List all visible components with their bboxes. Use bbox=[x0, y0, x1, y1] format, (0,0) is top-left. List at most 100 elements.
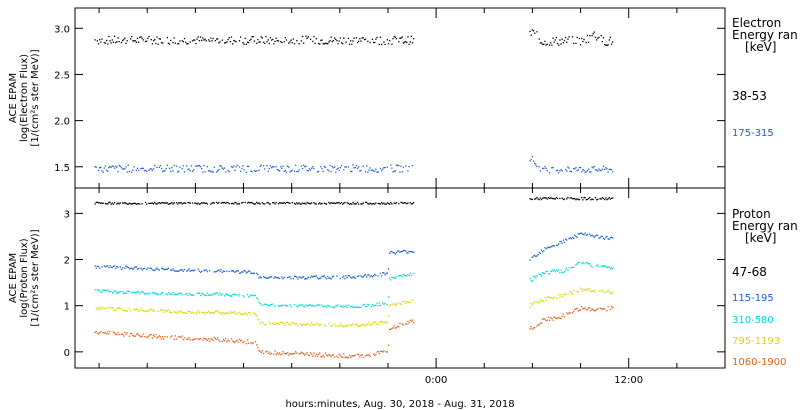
electron-point-1 bbox=[548, 44, 551, 46]
electron-point-2 bbox=[121, 168, 124, 170]
proton-point-5 bbox=[187, 338, 189, 340]
electron-point-2 bbox=[301, 167, 304, 170]
proton-point-2 bbox=[569, 237, 571, 239]
electron-point-2 bbox=[581, 171, 583, 173]
proton-point-5 bbox=[242, 342, 244, 344]
electron-point-2 bbox=[278, 170, 281, 172]
electron-point-1 bbox=[231, 43, 234, 45]
proton-point-3 bbox=[118, 291, 120, 293]
proton-point-5 bbox=[258, 349, 260, 352]
electron-point-2 bbox=[154, 164, 156, 167]
proton-point-2 bbox=[550, 246, 552, 248]
proton-point-2 bbox=[356, 275, 359, 278]
proton-point-3 bbox=[567, 269, 569, 272]
proton-point-2 bbox=[296, 276, 298, 278]
proton-point-4 bbox=[241, 313, 243, 316]
electron-point-2 bbox=[593, 165, 595, 168]
proton-point-5 bbox=[532, 327, 535, 329]
proton-point-1 bbox=[278, 202, 281, 204]
proton-point-5 bbox=[390, 328, 392, 331]
electron-point-1 bbox=[583, 38, 585, 41]
electron-point-1 bbox=[204, 38, 206, 40]
proton-point-3 bbox=[102, 289, 104, 291]
proton-point-5 bbox=[364, 355, 367, 357]
proton-point-3 bbox=[282, 304, 284, 306]
proton-point-5 bbox=[340, 356, 343, 358]
electron-point-1 bbox=[533, 32, 536, 34]
proton-point-2 bbox=[594, 235, 597, 237]
proton-point-4 bbox=[164, 310, 166, 312]
electron-point-1 bbox=[126, 40, 128, 42]
proton-point-2 bbox=[319, 277, 321, 279]
proton-point-1 bbox=[366, 201, 368, 204]
electron-point-2 bbox=[390, 164, 392, 166]
electron-point-1 bbox=[562, 41, 564, 44]
proton-point-5 bbox=[542, 318, 544, 320]
electron-points bbox=[94, 29, 614, 174]
proton-point-2 bbox=[547, 246, 550, 248]
electron-point-1 bbox=[207, 39, 210, 41]
electron-point-2 bbox=[166, 164, 168, 166]
proton-point-2 bbox=[233, 270, 235, 273]
proton-point-1 bbox=[601, 196, 604, 199]
electron-point-1 bbox=[117, 37, 119, 39]
proton-point-5 bbox=[228, 340, 230, 342]
proton-point-2 bbox=[336, 275, 338, 277]
proton-point-2 bbox=[133, 267, 135, 269]
electron-point-2 bbox=[230, 166, 233, 168]
electron-point-2 bbox=[543, 167, 545, 170]
proton-point-4 bbox=[405, 302, 407, 304]
proton-point-4 bbox=[399, 302, 401, 305]
proton-point-4 bbox=[409, 301, 411, 304]
proton-point-5 bbox=[544, 318, 546, 320]
proton-point-3 bbox=[403, 274, 406, 276]
proton-point-2 bbox=[112, 265, 115, 268]
electron-point-2 bbox=[144, 169, 147, 172]
proton-point-3 bbox=[413, 272, 415, 275]
proton-point-5 bbox=[191, 339, 194, 341]
proton-point-4 bbox=[339, 323, 341, 325]
proton-point-2 bbox=[199, 271, 202, 273]
proton-point-2 bbox=[605, 236, 607, 238]
proton-point-1 bbox=[547, 196, 550, 199]
proton-point-2 bbox=[323, 275, 325, 277]
proton-point-5 bbox=[186, 338, 188, 340]
proton-point-2 bbox=[321, 275, 323, 278]
electron-point-2 bbox=[546, 169, 548, 172]
proton-point-5 bbox=[128, 335, 131, 337]
proton-point-5 bbox=[393, 325, 395, 327]
proton-point-3 bbox=[117, 292, 119, 294]
proton-point-1 bbox=[321, 202, 323, 205]
proton-point-5 bbox=[286, 351, 289, 354]
electron-point-1 bbox=[403, 41, 406, 43]
proton-point-5 bbox=[234, 341, 236, 344]
proton-point-5 bbox=[188, 337, 190, 339]
proton-point-1 bbox=[340, 202, 343, 204]
proton-point-5 bbox=[586, 308, 589, 311]
proton-point-3 bbox=[321, 304, 323, 306]
proton-point-3 bbox=[383, 303, 385, 305]
proton-point-2 bbox=[573, 237, 575, 240]
proton-point-2 bbox=[311, 275, 313, 277]
proton-point-2 bbox=[151, 269, 154, 271]
electron-point-1 bbox=[413, 38, 415, 40]
proton-point-5 bbox=[289, 352, 291, 355]
proton-point-1 bbox=[298, 202, 300, 204]
proton-point-5 bbox=[410, 320, 413, 323]
electron-point-1 bbox=[560, 43, 562, 45]
electron-point-1 bbox=[166, 36, 168, 39]
proton-point-4 bbox=[234, 311, 236, 313]
electron-point-2 bbox=[296, 170, 298, 173]
proton-point-3 bbox=[602, 264, 605, 267]
proton-point-5 bbox=[595, 309, 598, 311]
x-tick-label: 0:00 bbox=[425, 375, 447, 386]
proton-point-2 bbox=[354, 277, 356, 279]
proton-point-5 bbox=[352, 355, 354, 357]
electron-point-1 bbox=[394, 36, 397, 38]
proton-point-2 bbox=[275, 276, 277, 279]
proton-point-3 bbox=[168, 293, 171, 295]
electron-point-2 bbox=[561, 170, 563, 172]
proton-point-4 bbox=[210, 312, 212, 314]
proton-point-1 bbox=[295, 203, 297, 205]
electron-point-1 bbox=[597, 37, 599, 39]
